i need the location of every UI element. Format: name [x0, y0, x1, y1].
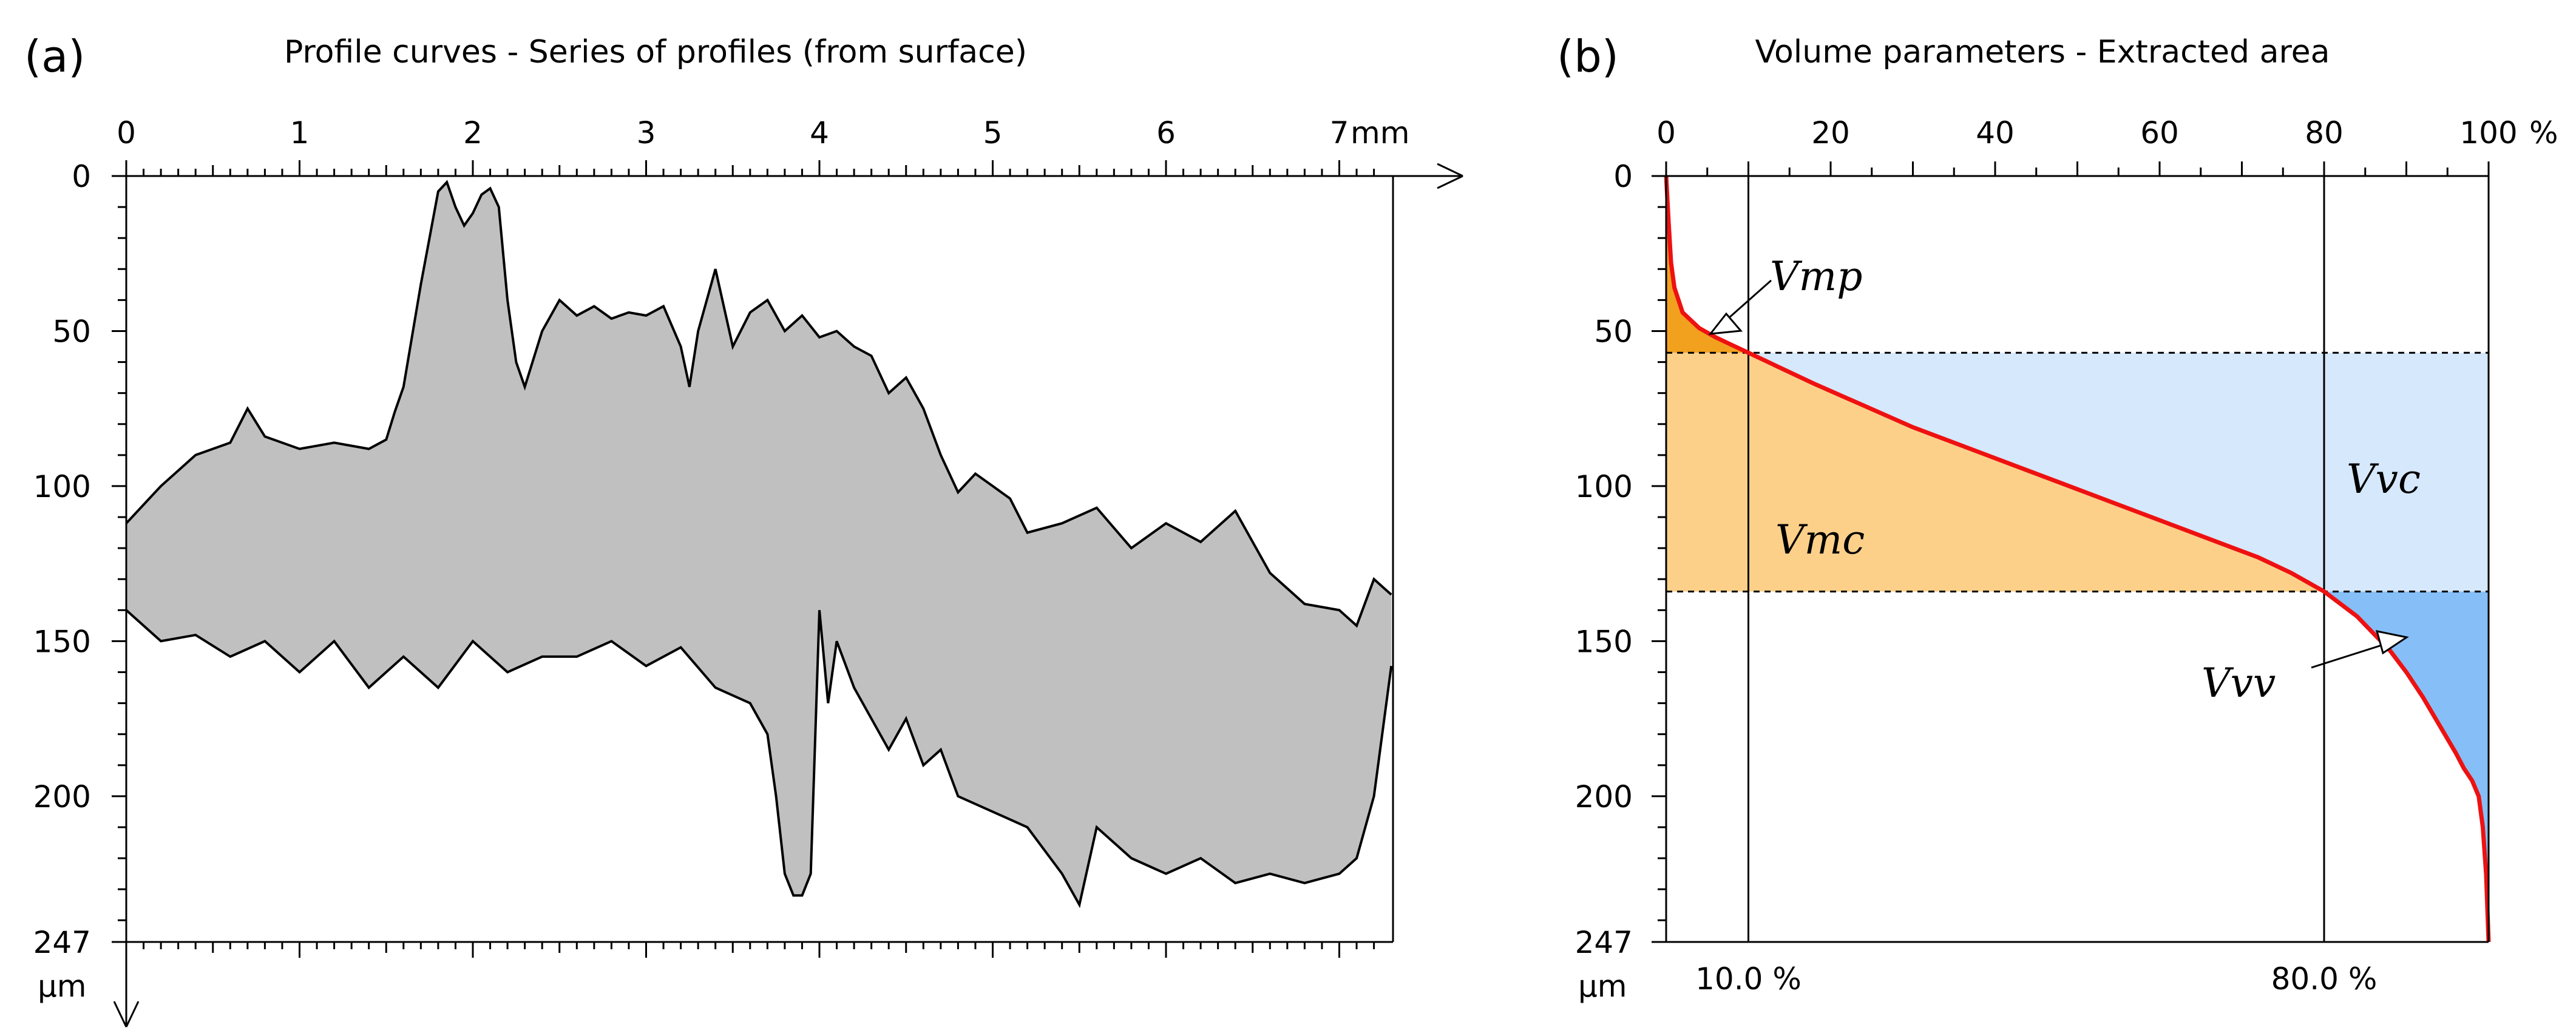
abbott-curve — [1664, 175, 2491, 943]
x-tick-label: 4 — [810, 115, 829, 151]
x-tick-label: 6 — [1156, 115, 1176, 151]
panel-b-x-unit: % — [2529, 115, 2558, 151]
vvc-region — [1748, 353, 2489, 592]
panel-a-ticks — [112, 160, 1375, 958]
b-x-tick-label: 100 — [2459, 115, 2517, 151]
b-x-tick-label: 40 — [1976, 115, 2015, 151]
profile-upper-envelope — [125, 180, 1392, 628]
panel-b-ticks — [1652, 161, 2490, 943]
b-y-tick-label: 200 — [1575, 779, 1633, 815]
x-tick-label: 5 — [983, 115, 1003, 151]
b-x-tick-label: 0 — [1656, 115, 1676, 151]
x-tick-label: 3 — [637, 115, 656, 151]
mr-label-10: 10.0 % — [1695, 961, 1802, 997]
y-tick-label: 247 — [33, 925, 91, 960]
x-tick-label: 0 — [117, 115, 136, 151]
y-tick-label: 150 — [33, 624, 91, 659]
panel-a-x-unit: mm — [1351, 115, 1409, 151]
x-tick-label: 2 — [463, 115, 483, 151]
b-x-tick-label: 80 — [2305, 115, 2344, 151]
vmp-annotation: Vmp — [1770, 253, 1863, 300]
x-tick-label: 1 — [290, 115, 310, 151]
b-y-tick-label: 100 — [1575, 469, 1633, 504]
b-y-tick-label: 150 — [1575, 624, 1633, 659]
panel-b-y-unit: µm — [1578, 969, 1627, 1004]
y-tick-label: 50 — [52, 314, 91, 349]
y-tick-label: 100 — [33, 469, 91, 504]
vvv-arrow-icon — [2375, 630, 2409, 655]
b-y-tick-label: 247 — [1575, 925, 1633, 960]
panel-b-title: Volume parameters - Extracted area — [1755, 34, 2330, 70]
panel-b: (b) Volume parameters - Extracted area 0… — [1557, 31, 2558, 1004]
panel-a-x-tick-labels: 0 1 2 3 4 5 6 7 — [117, 115, 1349, 151]
vmc-region — [1666, 353, 2324, 592]
vmc-annotation: Vmc — [1775, 516, 1865, 563]
panel-b-label: (b) — [1557, 31, 1619, 82]
x-tick-label: 7 — [1330, 115, 1349, 151]
panel-b-y-tick-labels: 0 50 100 150 200 247 — [1575, 159, 1633, 960]
vmp-region — [1666, 176, 1749, 353]
panel-a-label: (a) — [24, 31, 85, 82]
y-tick-label: 200 — [33, 779, 91, 815]
panel-a: (a) Profile curves - Series of profiles … — [24, 31, 1463, 1028]
profile-area — [126, 182, 1392, 905]
vmp-arrow-icon — [1708, 312, 1743, 335]
mr-label-80: 80.0 % — [2271, 961, 2378, 997]
profile-lower-envelope — [125, 609, 1393, 909]
x-axis-arrow-icon — [1437, 163, 1463, 189]
panel-a-title: Profile curves - Series of profiles (fro… — [284, 34, 1027, 70]
y-tick-label: 0 — [72, 159, 91, 194]
panel-a-y-tick-labels: 0 50 100 150 200 247 — [33, 159, 91, 960]
panel-a-y-unit: µm — [38, 969, 87, 1004]
b-x-tick-label: 60 — [2140, 115, 2179, 151]
vvc-annotation: Vvc — [2347, 456, 2421, 503]
b-y-tick-label: 50 — [1594, 314, 1633, 349]
b-x-tick-label: 20 — [1811, 115, 1850, 151]
vvv-annotation: Vvv — [2201, 660, 2276, 706]
panel-b-x-tick-labels: 0 20 40 60 80 100 — [1656, 115, 2518, 151]
b-y-tick-label: 0 — [1613, 159, 1633, 194]
y-axis-arrow-icon — [113, 1001, 140, 1028]
vvv-region — [2324, 591, 2489, 942]
